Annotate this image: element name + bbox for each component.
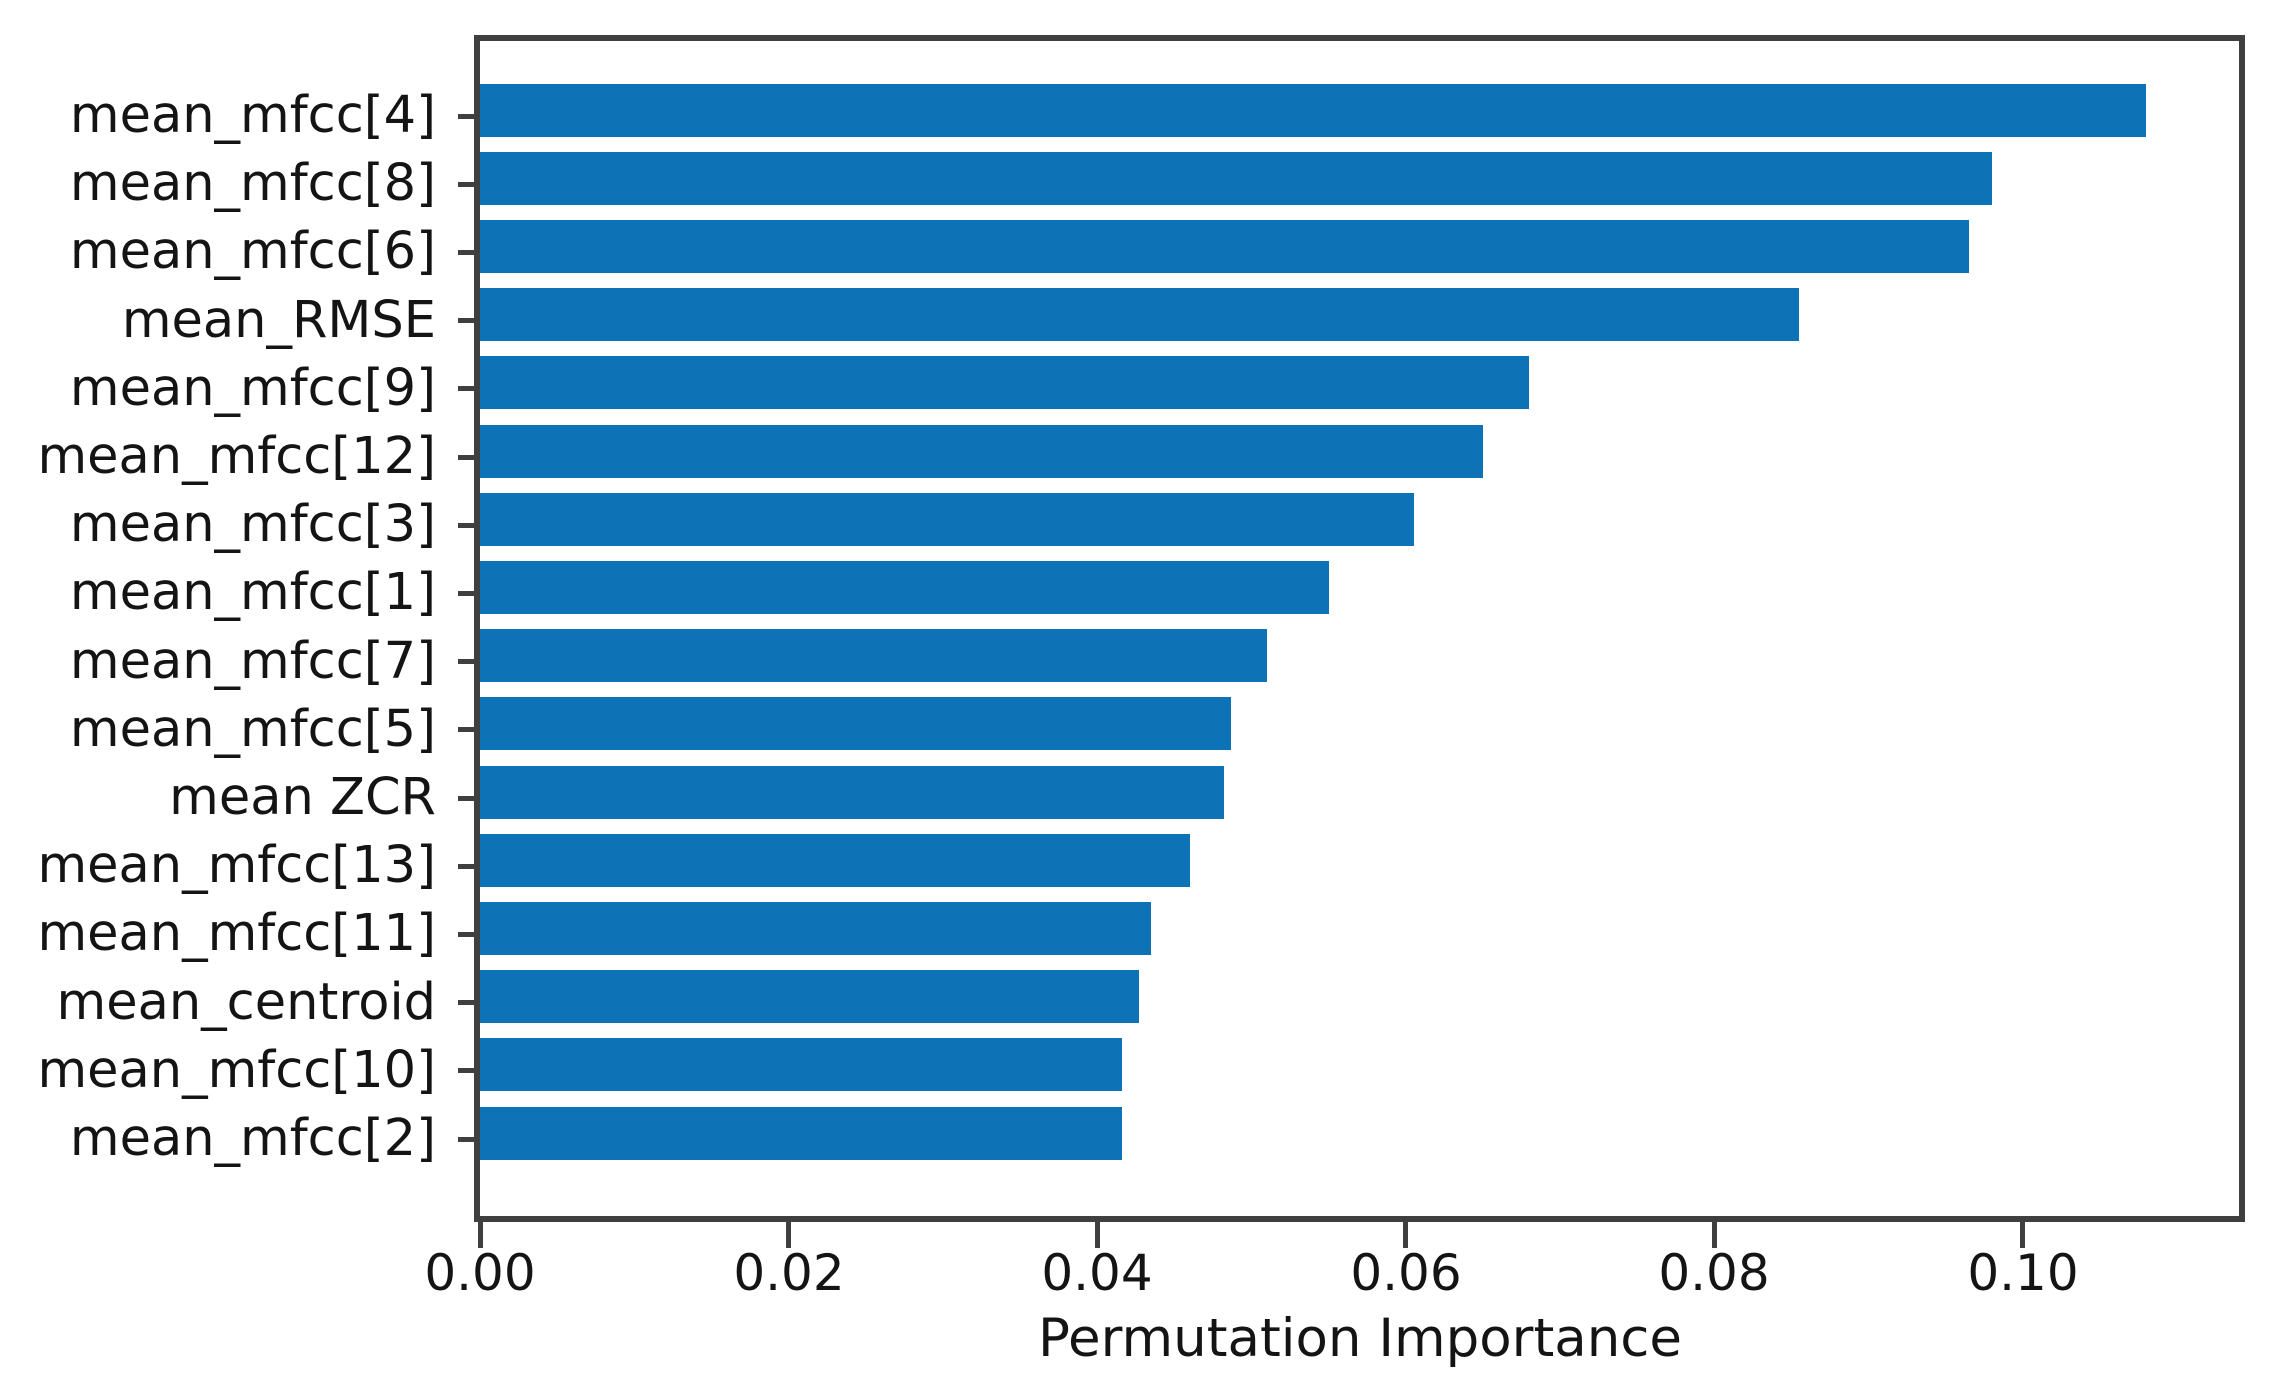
y-tick-label: mean ZCR — [169, 768, 436, 827]
y-tick-label: mean_mfcc[12] — [37, 427, 436, 486]
y-tick-mark — [458, 455, 474, 460]
y-tick-label: mean_mfcc[4] — [69, 86, 436, 145]
y-tick-label: mean_mfcc[6] — [69, 222, 436, 281]
y-tick-mark — [458, 659, 474, 664]
y-tick-mark — [458, 1068, 474, 1073]
bar — [480, 834, 1190, 887]
y-tick-label: mean_mfcc[1] — [69, 563, 436, 622]
y-tick-label: mean_mfcc[5] — [69, 700, 436, 759]
bar — [480, 697, 1231, 750]
y-tick-mark — [458, 727, 474, 732]
bar — [480, 970, 1139, 1023]
y-tick-label: mean_centroid — [56, 973, 436, 1032]
x-tick-mark — [1712, 1222, 1717, 1248]
bar — [480, 766, 1224, 819]
y-tick-label: mean_mfcc[9] — [69, 359, 436, 418]
bar — [480, 220, 1969, 273]
x-tick-label: 0.02 — [733, 1244, 845, 1302]
x-tick-label: 0.06 — [1350, 1244, 1462, 1302]
plot-area — [474, 35, 2245, 1222]
y-tick-label: mean_mfcc[10] — [37, 1041, 436, 1100]
y-tick-label: mean_mfcc[3] — [69, 495, 436, 554]
x-tick-mark — [786, 1222, 791, 1248]
bar — [480, 629, 1267, 682]
y-tick-label: mean_mfcc[7] — [69, 632, 436, 691]
y-tick-label: mean_mfcc[8] — [69, 154, 436, 213]
y-tick-label: mean_mfcc[13] — [37, 836, 436, 895]
x-tick-mark — [1095, 1222, 1100, 1248]
x-tick-label: 0.04 — [1041, 1244, 1153, 1302]
bar — [480, 84, 2146, 137]
y-tick-label: mean_mfcc[11] — [37, 904, 436, 963]
y-tick-mark — [458, 1000, 474, 1005]
bar — [480, 288, 1799, 341]
x-tick-label: 0.00 — [424, 1244, 536, 1302]
y-tick-label: mean_mfcc[2] — [69, 1109, 436, 1168]
x-axis-label: Permutation Importance — [1037, 1308, 1683, 1369]
bar — [480, 425, 1483, 478]
x-tick-label: 0.10 — [1967, 1244, 2079, 1302]
bar — [480, 493, 1414, 546]
y-tick-mark — [458, 1137, 474, 1142]
y-tick-mark — [458, 114, 474, 119]
y-tick-mark — [458, 932, 474, 937]
bar — [480, 1107, 1122, 1160]
y-tick-mark — [458, 523, 474, 528]
x-tick-label: 0.08 — [1658, 1244, 1770, 1302]
y-tick-mark — [458, 182, 474, 187]
bar — [480, 356, 1529, 409]
bar — [480, 561, 1329, 614]
bar — [480, 152, 1992, 205]
x-tick-mark — [1403, 1222, 1408, 1248]
y-tick-mark — [458, 591, 474, 596]
x-tick-mark — [478, 1222, 483, 1248]
y-tick-mark — [458, 864, 474, 869]
y-tick-mark — [458, 250, 474, 255]
y-tick-label: mean_RMSE — [121, 291, 436, 350]
bar — [480, 1038, 1122, 1091]
y-tick-mark — [458, 796, 474, 801]
x-tick-mark — [2020, 1222, 2025, 1248]
y-tick-mark — [458, 386, 474, 391]
bar — [480, 902, 1151, 955]
y-tick-mark — [458, 318, 474, 323]
